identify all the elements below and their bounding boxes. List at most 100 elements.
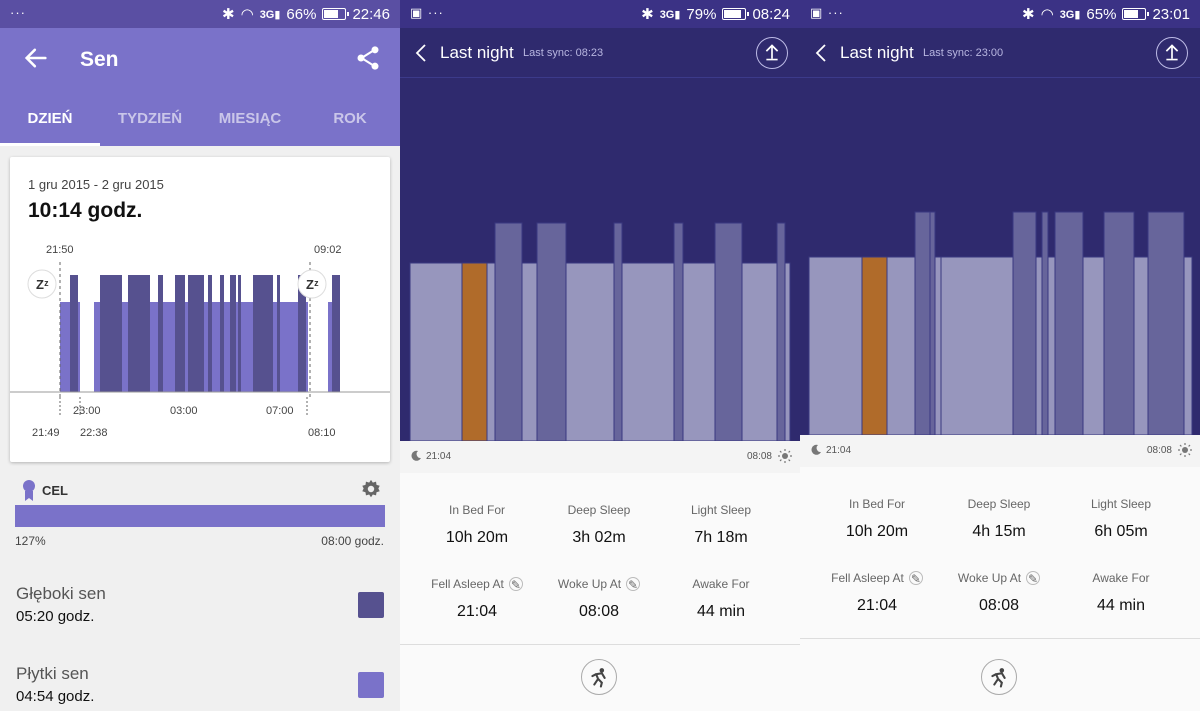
back-arrow-icon[interactable] [22, 44, 50, 72]
stat-value: 21:04 [456, 603, 498, 620]
deep-sleep-segment [208, 275, 212, 392]
light-sleep-segment [409, 262, 463, 442]
stat-label: Deep Sleep [967, 497, 1031, 511]
total-sleep: 10:14 godz. [28, 199, 143, 222]
status-time: 22:46 [352, 5, 390, 23]
stat-label: In Bed For [848, 497, 906, 511]
battery-percent: 65% [1086, 5, 1117, 23]
stat-value: 08:08 [578, 603, 620, 620]
deep-sleep-segment [776, 222, 786, 442]
axis-tick: 03:00 [170, 405, 198, 417]
time-range-row: 21:04 08:08 [400, 441, 800, 473]
stat-woke-up[interactable]: Woke Up At ✎ 08:08 [534, 577, 664, 621]
deep-sleep-segment [929, 211, 936, 436]
deep-sleep-segment [1147, 211, 1185, 436]
sleep-stages-svg [808, 211, 1193, 436]
moon-icon [811, 444, 821, 455]
bed-time-label: 21:49 [32, 427, 60, 439]
sleep-stages-chart[interactable] [800, 78, 1200, 436]
battery-icon [1122, 8, 1150, 20]
stat-value: 3h 02m [572, 529, 626, 546]
share-icon[interactable] [354, 44, 382, 72]
battery-percent: 66% [286, 5, 317, 23]
notification-icons: ▣ ··· [410, 5, 444, 20]
sleep-stats-grid: In Bed For 10h 20m Deep Sleep 3h 02m Light… [400, 473, 800, 645]
date-range: 1 gru 2015 - 2 gru 2015 [28, 177, 164, 192]
edit-pencil-icon[interactable]: ✎ [1026, 571, 1041, 586]
edit-pencil-icon[interactable]: ✎ [908, 571, 923, 586]
deep-sleep-segment [336, 275, 340, 392]
tab-year[interactable]: ROK [333, 110, 367, 127]
sleep-stages-chart[interactable] [400, 78, 800, 442]
goal-label: CEL [42, 483, 68, 498]
header: Last night Last sync: 08:23 [400, 28, 800, 78]
upload-icon[interactable] [756, 37, 788, 69]
stat-fell-asleep[interactable]: Fell Asleep At ✎ 21:04 [812, 571, 942, 615]
stat-value: 6h 05m [1094, 523, 1148, 540]
deep-sleep-segment [100, 275, 122, 392]
back-chevron-icon[interactable] [814, 42, 828, 64]
deep-sleep-segment [298, 275, 306, 392]
sleep-end-time: 08:08 [746, 451, 772, 462]
status-bar: ··· ✱ ◠ 3G▮ 66% 22:46 [0, 0, 400, 28]
sleep-timeline-chart[interactable]: Zᶻ Zᶻ 21:50 09:02 23:00 03:00 07:00 21:4… [10, 237, 390, 452]
fitbit-sleep-screen-1: ▣ ··· ✱ 3G▮ 79% 08:24 Last night Last sy… [400, 0, 800, 711]
sun-icon [778, 449, 792, 463]
stat-light-sleep: Light Sleep 6h 05m [1056, 497, 1186, 541]
notification-icons: ▣ ··· [810, 5, 844, 20]
deep-sleep-segment [128, 275, 150, 392]
axis-tick: 07:00 [266, 405, 294, 417]
status-bar: ▣ ··· ✱ 3G▮ 79% 08:24 [400, 0, 800, 28]
deep-sleep-segment [613, 222, 623, 442]
wifi-icon: ◠ [1040, 6, 1054, 23]
deep-sleep-swatch [358, 592, 384, 618]
deep-sleep-segment [220, 275, 224, 392]
goal-section: CEL 127% 08:00 godz. [0, 474, 400, 564]
sleep-start-icon [27, 269, 57, 299]
end-time-label: 09:02 [314, 244, 342, 256]
period-tabs: DZIEŃ TYDZIEŃ MIESIĄC ROK [0, 100, 400, 146]
light-sleep-segment [565, 262, 615, 442]
stat-fell-asleep[interactable]: Fell Asleep At ✎ 21:04 [412, 577, 542, 621]
light-sleep-segment [521, 262, 538, 442]
stat-awake-for: Awake For 44 min [656, 577, 786, 621]
signal-icon: 3G▮ [659, 8, 681, 21]
stat-label: Light Sleep [1090, 497, 1152, 511]
time-range-row: 21:04 08:08 [800, 435, 1200, 467]
edit-pencil-icon[interactable]: ✎ [508, 577, 523, 592]
status-bar: ▣ ··· ✱ ◠ 3G▮ 65% 23:01 [800, 0, 1200, 28]
deep-sleep-segment [494, 222, 523, 442]
tab-month[interactable]: MIESIĄC [218, 110, 282, 127]
header: Last night Last sync: 23:00 [800, 28, 1200, 78]
tab-week[interactable]: TYDZIEŃ [117, 110, 183, 127]
running-person-icon[interactable] [981, 659, 1017, 695]
stat-label: Fell Asleep At [831, 571, 904, 585]
stat-value: 44 min [1096, 597, 1146, 614]
sleep-start-time: 21:04 [426, 451, 452, 462]
zz-icon-right: Zᶻ [306, 277, 319, 292]
upload-icon[interactable] [1156, 37, 1188, 69]
signal-icon: 3G▮ [259, 8, 281, 21]
stat-woke-up[interactable]: Woke Up At ✎ 08:08 [934, 571, 1064, 615]
edit-pencil-icon[interactable]: ✎ [626, 577, 641, 592]
deep-sleep-segment [70, 275, 78, 392]
bluetooth-icon: ✱ [1022, 6, 1035, 23]
gear-icon[interactable] [360, 478, 382, 500]
light-sleep-segment [1183, 256, 1193, 436]
bluetooth-icon: ✱ [222, 6, 235, 23]
back-chevron-icon[interactable] [414, 42, 428, 64]
sleep-stages-svg [409, 222, 791, 442]
deep-sleep-segment [188, 275, 204, 392]
status-time: 23:01 [1152, 5, 1190, 23]
battery-percent: 79% [686, 5, 717, 23]
deep-sleep-segment [230, 275, 236, 392]
light-sleep-segment [1082, 256, 1105, 436]
deep-sleep-segment [536, 222, 567, 442]
stat-value: 10h 20m [445, 529, 509, 546]
running-person-icon[interactable] [581, 659, 617, 695]
deep-sleep-segment [1012, 211, 1037, 436]
tab-day[interactable]: DZIEŃ [0, 100, 100, 146]
light-sleep-segment [784, 262, 791, 442]
stat-label: In Bed For [448, 503, 506, 517]
deep-sleep-value: 05:20 godz. [16, 608, 95, 625]
